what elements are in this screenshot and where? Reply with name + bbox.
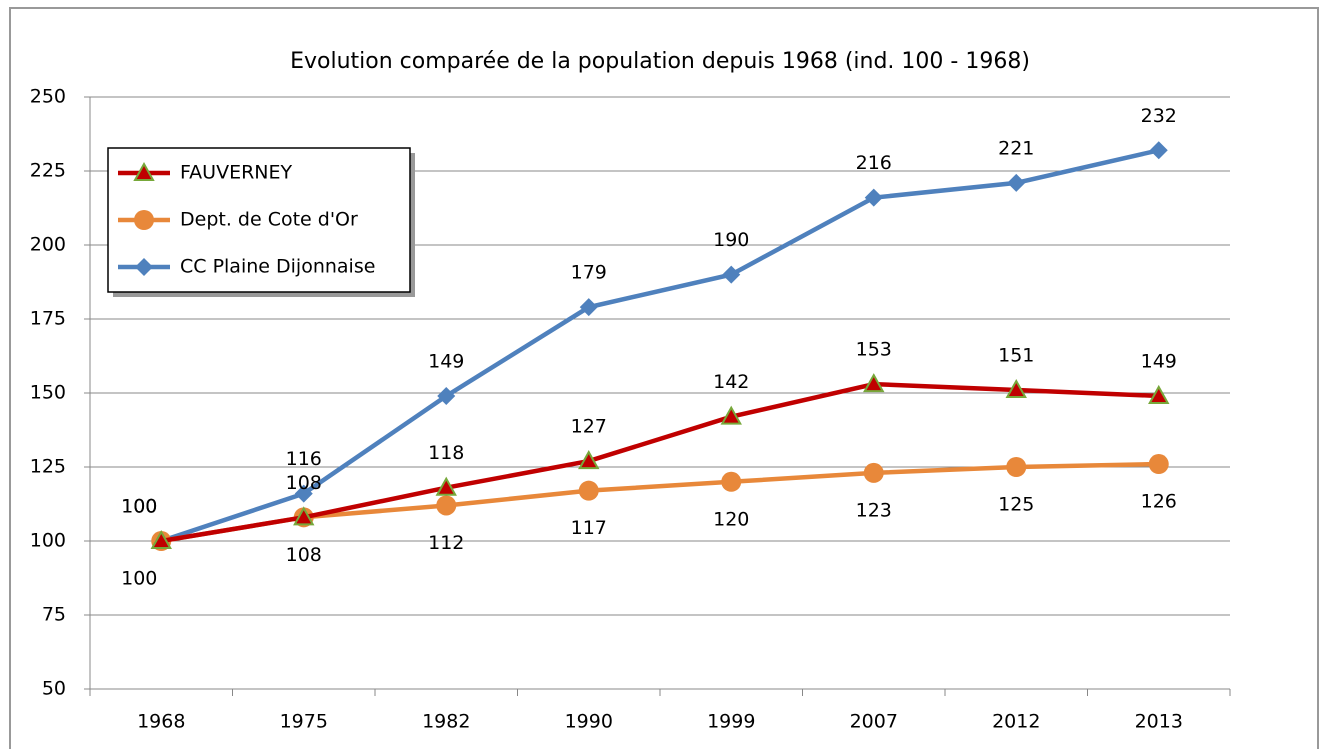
- data-label: 100: [121, 496, 157, 518]
- legend-label: Dept. de Cote d'Or: [180, 209, 358, 231]
- data-label: 112: [428, 532, 464, 554]
- marker: [579, 298, 598, 317]
- x-tick-label: 2013: [1135, 711, 1183, 733]
- marker: [436, 495, 457, 516]
- data-label: 221: [998, 137, 1034, 159]
- data-label: 127: [571, 416, 607, 438]
- marker: [134, 210, 154, 230]
- y-tick-label: 225: [30, 160, 66, 182]
- data-label: 142: [713, 371, 749, 393]
- y-tick-label: 50: [42, 678, 66, 700]
- chart-frame: [9, 7, 1319, 749]
- marker: [435, 476, 457, 496]
- series-line: [160, 148, 1160, 544]
- marker: [1149, 141, 1168, 160]
- data-label: 118: [428, 442, 464, 464]
- marker: [1148, 384, 1170, 404]
- marker: [437, 386, 456, 405]
- data-label: 116: [286, 448, 322, 470]
- x-tick-label: 1975: [280, 711, 328, 733]
- data-label: 126: [1141, 491, 1177, 513]
- data-label: 123: [856, 499, 892, 521]
- legend-label: CC Plaine Dijonnaise: [180, 256, 375, 278]
- data-label: 100: [121, 568, 157, 590]
- marker: [1005, 379, 1027, 399]
- marker: [578, 480, 599, 501]
- marker: [578, 450, 600, 470]
- x-tick-label: 1982: [422, 711, 470, 733]
- data-label: 149: [428, 350, 464, 372]
- marker: [1148, 454, 1169, 475]
- data-label: 232: [1141, 105, 1177, 127]
- marker: [720, 405, 742, 425]
- data-label: 108: [286, 472, 322, 494]
- data-label: 120: [713, 508, 749, 530]
- x-tick-label: 1968: [137, 711, 185, 733]
- data-label: 149: [1141, 350, 1177, 372]
- x-tick-label: 2012: [992, 711, 1040, 733]
- marker: [133, 161, 155, 181]
- marker: [722, 265, 741, 284]
- data-label: 190: [713, 229, 749, 251]
- x-tick-label: 2007: [850, 711, 898, 733]
- marker: [863, 373, 885, 393]
- marker: [293, 506, 315, 526]
- y-tick-label: 250: [30, 86, 66, 108]
- series-line: [160, 381, 1159, 544]
- data-label: 151: [998, 345, 1034, 367]
- y-tick-label: 175: [30, 308, 66, 330]
- marker: [1006, 457, 1027, 477]
- y-tick-label: 100: [30, 530, 66, 552]
- data-label: 216: [856, 152, 892, 174]
- data-label: 117: [571, 517, 607, 539]
- marker: [294, 484, 313, 503]
- marker: [864, 188, 883, 207]
- chart-title: Evolution comparée de la population depu…: [290, 49, 1030, 74]
- marker: [721, 471, 742, 492]
- y-tick-label: 200: [30, 234, 66, 256]
- data-label: 100: [121, 496, 157, 518]
- y-tick-label: 75: [42, 604, 66, 626]
- marker: [135, 258, 153, 276]
- marker: [1007, 173, 1026, 192]
- x-tick-label: 1999: [707, 711, 755, 733]
- data-label: 125: [998, 494, 1034, 516]
- marker: [150, 529, 172, 549]
- x-tick-label: 1990: [565, 711, 613, 733]
- marker: [863, 462, 884, 483]
- data-label: 179: [571, 262, 607, 284]
- data-label: 108: [286, 544, 322, 566]
- y-tick-label: 125: [30, 456, 66, 478]
- series-line: [160, 461, 1159, 544]
- data-label: 153: [856, 339, 892, 361]
- legend-label: FAUVERNEY: [180, 162, 293, 184]
- y-tick-label: 150: [30, 382, 66, 404]
